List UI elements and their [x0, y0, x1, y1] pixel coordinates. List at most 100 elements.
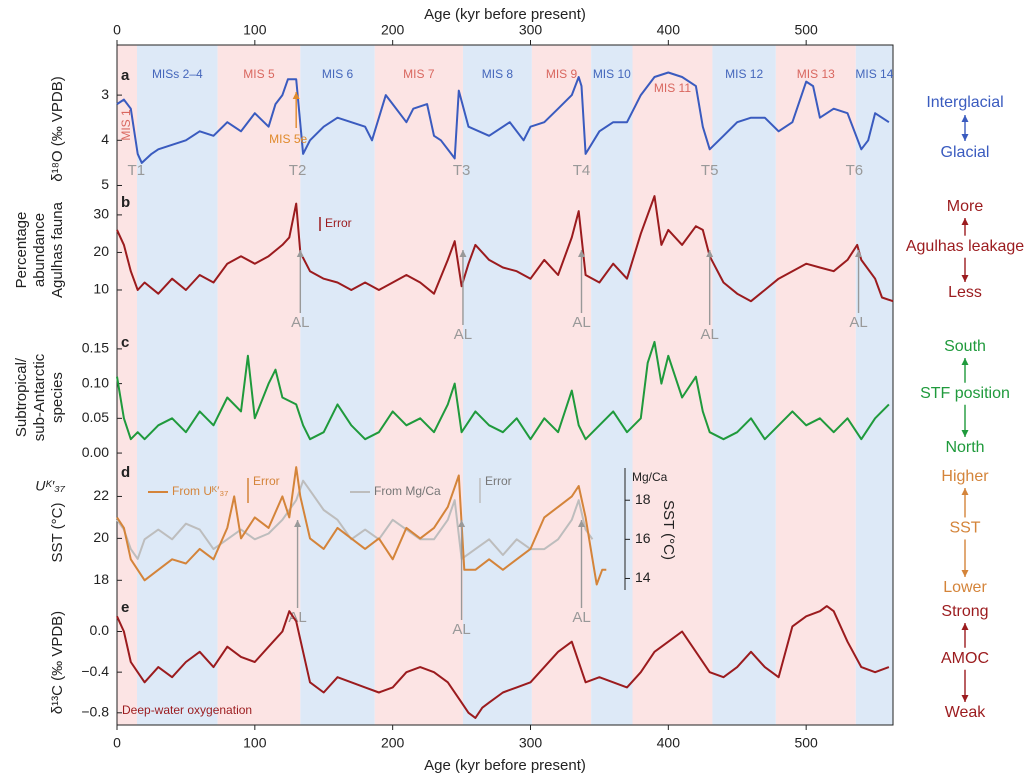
stage-band [374, 45, 463, 725]
side-label: North [945, 439, 984, 456]
side-arrow-head [961, 488, 969, 495]
y-axis-title: species [49, 372, 66, 423]
y-tick-label: 30 [93, 206, 109, 222]
panel-letter: b [121, 194, 130, 211]
y-tick-label: 5 [101, 176, 109, 192]
termination-label: T4 [573, 162, 591, 179]
y-tick-label: −0.8 [81, 704, 109, 720]
side-label: STF position [920, 385, 1010, 402]
y2-tick-label: 16 [635, 530, 651, 546]
al-label: AL [288, 609, 306, 626]
stage-label: MIS 1 [119, 109, 133, 141]
side-label: Interglacial [926, 94, 1003, 111]
y2-tick-label: 18 [635, 491, 651, 507]
side-arrow-head [961, 430, 969, 437]
y-axis-title: abundance [31, 213, 48, 287]
al-arrow-head [855, 250, 863, 257]
x-tick-label: 400 [657, 735, 681, 751]
y-axis-title: δ¹³C (‰ VPDB) [49, 611, 66, 714]
side-label: Lower [943, 579, 987, 596]
side-arrow-head [961, 115, 969, 122]
y-tick-label: 0.0 [90, 622, 110, 638]
panel-letter: c [121, 334, 129, 351]
y-axis-title: SST (°C) [49, 503, 66, 563]
al-label: AL [452, 621, 470, 638]
error-label: Error [253, 474, 280, 488]
data-line [116, 466, 607, 586]
y-tick-label: 3 [101, 86, 109, 102]
stage-band [136, 45, 218, 725]
stage-label: MIS 6 [322, 67, 354, 81]
termination-label: T2 [289, 162, 307, 179]
y2-axis-title-top: Mg/Ca [632, 470, 668, 484]
side-label: South [944, 338, 986, 355]
error-label: Error [485, 474, 512, 488]
x-tick-label: 0 [113, 735, 121, 751]
side-label: Agulhas leakage [906, 238, 1024, 255]
legend-label: From Uᴷ′₃₇ [172, 484, 228, 498]
stage-label: MIS 7 [403, 67, 435, 81]
y-tick-label: 22 [93, 487, 109, 503]
data-line [116, 340, 890, 441]
al-label: AL [291, 314, 309, 331]
y2-axis-title: SST (°C) [660, 500, 677, 560]
panel-letter: a [121, 67, 130, 84]
termination-label: T3 [453, 162, 471, 179]
stage-label: MIS 10 [593, 67, 631, 81]
legend-label: From Mg/Ca [374, 484, 441, 498]
y-tick-label: 0.05 [82, 409, 109, 425]
x-tick-label: 0 [113, 22, 121, 38]
termination-label: T6 [846, 162, 864, 179]
y2-tick-label: 14 [635, 569, 651, 585]
side-arrow-head [961, 275, 969, 282]
side-label: Less [948, 284, 982, 301]
y-tick-label: 4 [101, 131, 109, 147]
y-tick-label: −0.4 [81, 663, 109, 679]
al-label: AL [454, 326, 472, 343]
stage-label: MIS 13 [797, 67, 835, 81]
al-arrow-head [458, 520, 466, 527]
al-label: AL [849, 314, 867, 331]
side-arrow-head [961, 218, 969, 225]
y-tick-label: 0.10 [82, 374, 109, 390]
al-arrow-head [706, 250, 714, 257]
side-arrow-head [961, 134, 969, 141]
side-label: Weak [945, 704, 987, 721]
y-axis-title: sub-Antarctic [31, 353, 48, 441]
side-label: AMOC [941, 650, 989, 667]
stage-label: MIS 11 [654, 81, 691, 95]
y-tick-label: 20 [93, 529, 109, 545]
stage-label: MIS 14 [855, 67, 893, 81]
error-label: Error [325, 216, 352, 230]
y-tick-label: 10 [93, 281, 109, 297]
x-tick-label: 100 [243, 22, 267, 38]
side-arrow-head [961, 570, 969, 577]
termination-label: T5 [701, 162, 719, 179]
y-tick-label: 0.15 [82, 340, 109, 356]
al-arrow-head [296, 250, 304, 257]
x-tick-label: 500 [794, 22, 818, 38]
data-line [116, 71, 890, 164]
side-arrow-head [961, 623, 969, 630]
x-tick-label: 500 [794, 735, 818, 751]
y-axis-title-top: Uᴷ′₃₇ [35, 478, 66, 494]
x-tick-label: 200 [381, 22, 405, 38]
stage-bands [117, 45, 893, 725]
side-label: SST [949, 520, 980, 537]
side-label: More [947, 198, 984, 215]
al-arrow-head [577, 250, 585, 257]
plot-frame [116, 44, 894, 726]
stage-band [591, 45, 633, 725]
al-arrow-head [577, 520, 585, 527]
y-axis-title: Percentage [13, 212, 30, 289]
stage-label: MIS 5 [243, 67, 275, 81]
al-arrow-head [294, 520, 302, 527]
stage-band [531, 45, 592, 725]
al-arrow-head [459, 250, 467, 257]
stage-label: MIS 8 [482, 67, 514, 81]
x-tick-label: 300 [519, 735, 543, 751]
side-label: Strong [941, 603, 988, 620]
data-line [116, 195, 894, 303]
bottom-x-title: Age (kyr before present) [424, 757, 586, 774]
